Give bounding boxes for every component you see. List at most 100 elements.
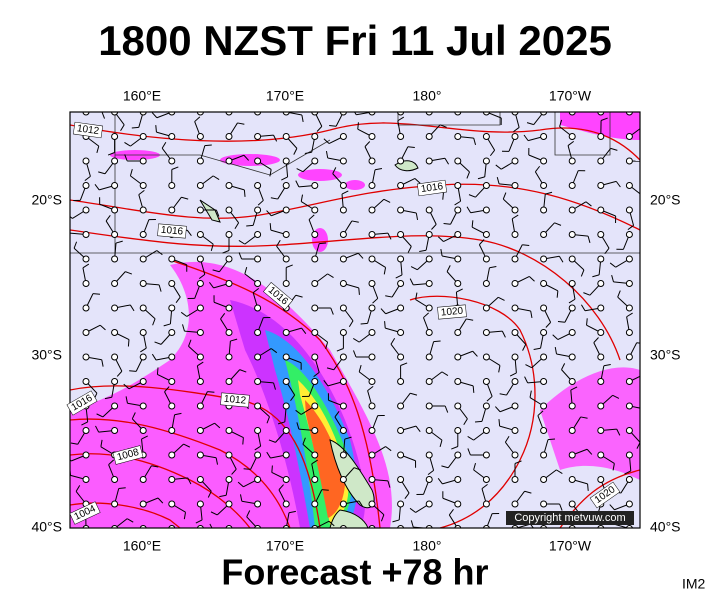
wind-station xyxy=(82,451,90,459)
wind-barb-flag xyxy=(466,318,474,321)
wind-station xyxy=(568,378,576,385)
wind-station xyxy=(82,525,90,528)
wind-station xyxy=(568,280,576,287)
wind-barb-flag xyxy=(131,126,139,129)
wind-station xyxy=(168,182,176,189)
lon-label: 170°W xyxy=(549,538,592,554)
wind-station xyxy=(254,525,262,528)
wind-station xyxy=(311,112,319,116)
wind-station xyxy=(111,255,119,263)
wind-barb-flag xyxy=(456,288,463,293)
wind-barb-flag xyxy=(238,252,243,260)
wind-station xyxy=(597,427,605,434)
wind-barb-flag xyxy=(238,240,246,245)
wind-station xyxy=(540,206,548,214)
wind-station xyxy=(368,329,376,336)
wind-barb-flag xyxy=(494,406,501,413)
wind-barb-flag xyxy=(329,125,337,127)
wind-station xyxy=(82,231,90,238)
wind-station xyxy=(397,427,405,434)
wind-barb-flag xyxy=(151,465,159,468)
wind-barb-flag xyxy=(288,510,296,514)
wind-station xyxy=(482,353,490,361)
wind-barb-flag xyxy=(266,210,272,217)
wind-station xyxy=(368,231,376,238)
wind-station xyxy=(225,231,233,238)
wind-station xyxy=(225,280,233,287)
wind-station xyxy=(397,402,405,410)
wind-station xyxy=(368,402,376,410)
wind-station xyxy=(625,255,633,263)
wind-station xyxy=(225,451,233,459)
wind-station xyxy=(482,378,490,385)
wind-station xyxy=(625,451,633,459)
wind-station xyxy=(425,112,433,116)
wind-barb-flag xyxy=(415,425,421,432)
wind-station xyxy=(139,280,147,287)
wind-station xyxy=(196,353,204,361)
wind-barb-flag xyxy=(600,117,608,121)
wind-barb-flag xyxy=(441,465,449,469)
wind-barb-flag xyxy=(336,348,344,352)
wind-station xyxy=(282,451,290,459)
wind-station xyxy=(82,157,90,165)
wind-barb-flag xyxy=(448,509,454,516)
wind-station xyxy=(139,353,147,361)
wind-station xyxy=(597,182,605,189)
wind-barb-flag xyxy=(173,543,178,548)
copyright-box xyxy=(506,511,634,525)
wind-station xyxy=(454,451,462,459)
wind-barb-flag xyxy=(266,416,270,424)
wind-barb-flag xyxy=(439,124,447,128)
wind-barb xyxy=(399,112,401,113)
wind-station xyxy=(568,112,576,116)
wind-barb-flag xyxy=(524,490,532,494)
wind-station xyxy=(282,206,290,214)
wind-barb-flag xyxy=(367,385,374,392)
wind-station xyxy=(139,500,147,508)
wind-barb-flag xyxy=(244,266,248,275)
wind-station xyxy=(397,206,405,214)
wind-station xyxy=(254,112,262,116)
wind-barb-flag xyxy=(523,134,529,141)
wind-barb-flag xyxy=(156,367,159,375)
wind-barb-flag xyxy=(357,536,358,543)
wind-station xyxy=(454,378,462,385)
wind-station xyxy=(339,525,347,528)
wind-station xyxy=(168,206,176,214)
wind-station xyxy=(511,402,519,410)
wind-station xyxy=(454,402,462,410)
isobars xyxy=(70,122,640,528)
wind-station xyxy=(397,133,405,140)
wind-station xyxy=(482,133,490,140)
wind-station xyxy=(568,525,576,528)
wind-station xyxy=(425,353,433,361)
wind-station xyxy=(282,133,290,140)
wind-station xyxy=(111,500,119,508)
wind-station xyxy=(540,451,548,459)
wind-barb-flag xyxy=(471,220,474,228)
wind-station xyxy=(568,427,576,434)
wind-barb-flag xyxy=(198,273,206,280)
wind-station xyxy=(511,280,519,287)
wind-barb-flag xyxy=(328,520,335,527)
wind-station xyxy=(540,427,548,434)
wind-station xyxy=(540,304,548,312)
wind-barb-flag xyxy=(290,394,296,401)
wind-station xyxy=(540,402,548,410)
wind-barb-flag xyxy=(496,176,500,184)
wind-station xyxy=(339,500,347,508)
lat-label: 30°S xyxy=(31,347,62,363)
wind-station xyxy=(311,304,319,312)
wind-barb-flag xyxy=(617,290,621,298)
wind-barb-flag xyxy=(215,457,219,465)
wind-station xyxy=(368,427,376,434)
wind-station xyxy=(625,231,633,238)
wind-barb-flag xyxy=(296,168,304,173)
wind-barb-flag xyxy=(591,93,595,99)
wind-station xyxy=(225,427,233,434)
wind-barb-flag xyxy=(140,347,147,353)
wind-station xyxy=(139,329,147,336)
wind-barb-flag xyxy=(239,369,247,373)
wind-barb-flag xyxy=(281,176,288,181)
